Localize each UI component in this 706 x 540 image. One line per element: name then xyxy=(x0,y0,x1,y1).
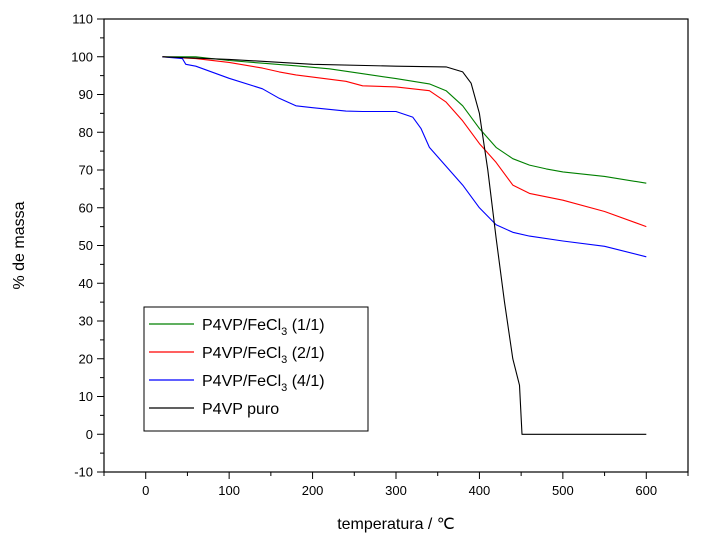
series-line-4 xyxy=(162,56,647,435)
series-line-1 xyxy=(162,56,647,184)
x-tick-label: 300 xyxy=(385,483,407,498)
y-tick-label: 40 xyxy=(79,276,93,291)
x-tick-label: 600 xyxy=(635,483,657,498)
y-tick-label: 90 xyxy=(79,87,93,102)
y-axis-ticks: -10 0 10 20 30 40 50 60 70 80 90 100 110 xyxy=(71,12,104,480)
x-axis-title: temperatura / ℃ xyxy=(337,516,455,533)
x-tick-label: 200 xyxy=(302,483,324,498)
series-line-3 xyxy=(162,56,647,258)
legend-label-4: P4VP puro xyxy=(202,401,279,418)
legend: P4VP/FeCl3 (1/1) P4VP/FeCl3 (2/1) P4VP/FeC… xyxy=(143,306,369,432)
x-axis-ticks: 0 100 200 300 400 500 600 xyxy=(103,472,689,498)
y-tick-label: 100 xyxy=(71,49,93,64)
y-tick-label: 0 xyxy=(86,427,93,442)
x-tick-label: 0 xyxy=(142,483,149,498)
y-tick-label: 10 xyxy=(79,389,93,404)
series-line-2 xyxy=(162,56,647,228)
y-tick-label: 110 xyxy=(72,12,93,27)
legend-label-2: P4VP/FeCl3 (2/1) xyxy=(202,345,325,366)
x-tick-label: 100 xyxy=(218,483,240,498)
legend-box xyxy=(143,306,369,432)
y-tick-label: 70 xyxy=(79,163,93,178)
y-tick-label: 60 xyxy=(79,200,93,215)
y-tick-label: 20 xyxy=(79,351,93,366)
y-axis-title: % de massa xyxy=(11,201,28,289)
y-tick-label: -10 xyxy=(74,465,93,480)
legend-label-3: P4VP/FeCl3 (4/1) xyxy=(202,373,325,394)
y-tick-label: 50 xyxy=(79,238,93,253)
legend-label-1: P4VP/FeCl3 (1/1) xyxy=(202,317,325,338)
y-tick-label: 30 xyxy=(79,314,93,329)
x-tick-label: 500 xyxy=(552,483,574,498)
series-lines xyxy=(162,56,647,435)
y-tick-label: 80 xyxy=(79,125,93,140)
x-tick-label: 400 xyxy=(469,483,491,498)
